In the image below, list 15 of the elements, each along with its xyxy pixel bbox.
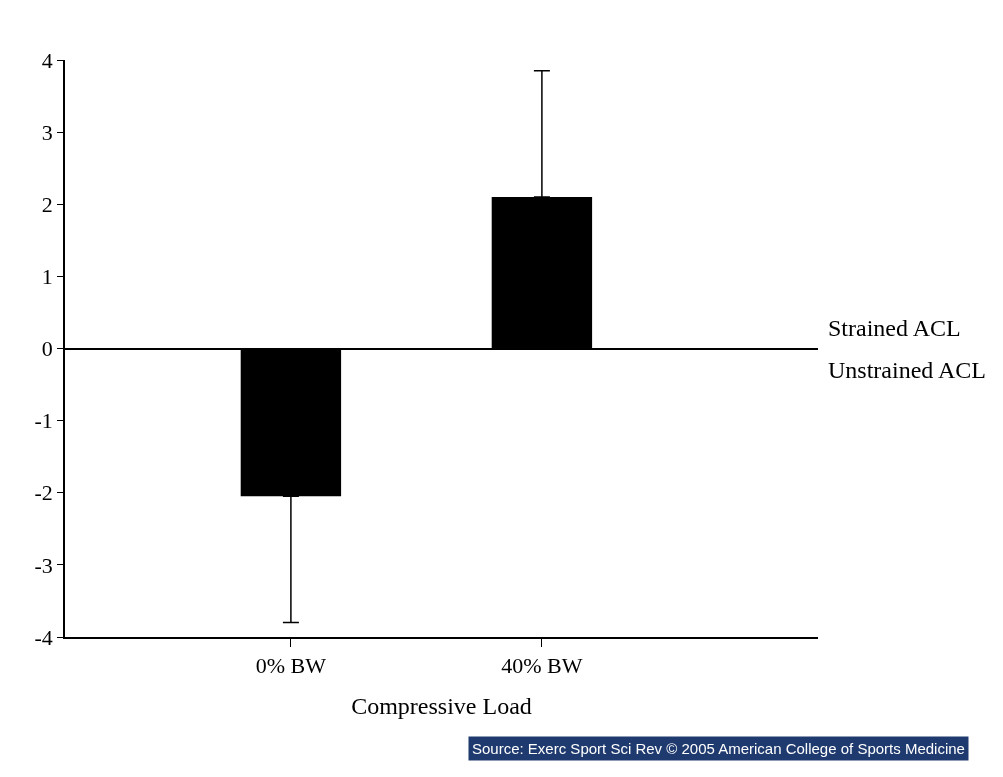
y-tick-label: 4 [41,47,53,73]
y-tick-label: 1 [41,264,53,290]
x-tick-label: 40% BW [501,653,583,679]
y-tick-label: -2 [34,480,53,506]
text: Unstrained ACL [828,357,986,383]
x-tick-label: 0% BW [255,653,327,679]
x-axis-title: Compressive Load [351,692,532,719]
y-tick-label: 2 [41,191,53,217]
text: Strained ACL [828,315,961,341]
y-tick-label: 0 [41,336,53,362]
y-tick-label: 3 [41,119,53,145]
y-tick-label: -3 [34,552,53,578]
y-tick-label: -4 [34,624,53,650]
source-note: Source: Exerc Sport Sci Rev © 2005 American College of Sports Medicine [472,740,965,757]
y-tick-label: -1 [34,408,53,434]
